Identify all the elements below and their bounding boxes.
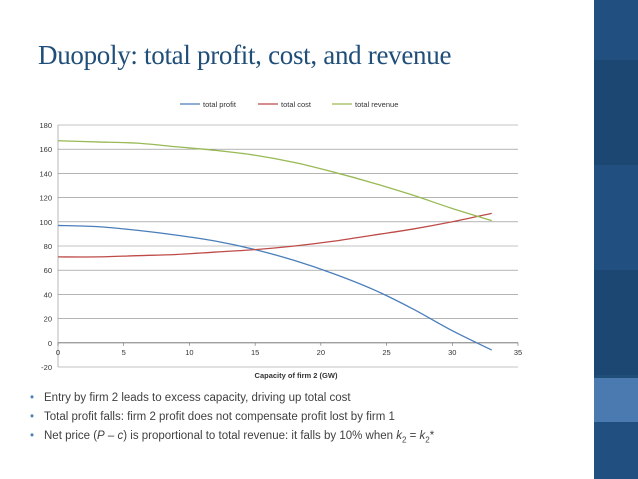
legend-label: total revenue [355,100,398,109]
bullet-equals: = [406,430,420,442]
bullet-text-prefix: Net price ( [44,430,98,442]
bullet-var-k: k [396,430,402,442]
legend-label: total cost [281,100,312,109]
bullet-text-middle: ) is proportional to total revenue: it f… [123,430,397,442]
x-axis-title: Capacity of firm 2 (GW) [255,371,338,380]
bullet-dot-icon: • [30,430,35,442]
y-tick-label: 180 [39,121,52,130]
series-line-total-revenue [57,140,492,222]
x-tick-label: 35 [514,348,522,357]
bullet-dash: – [104,430,118,442]
bullet-dot-icon: • [30,392,35,404]
x-tick-label: 5 [122,348,126,357]
bullet-var-k: k [419,430,426,442]
y-tick-label: 40 [44,290,52,299]
bullet-var-p: P [97,430,105,442]
y-tick-label: 20 [44,315,52,324]
line-chart: -20 0 20 40 60 80 100 120 140 160 180 0 5 10 15 20 25 30 3… [39,100,522,380]
side-tile [594,165,638,270]
series-line-total-profit [57,224,492,351]
y-tick-label: 120 [39,194,52,203]
x-tick-label: 15 [251,348,259,357]
slide-title: Duopoly: total profit, cost, and revenue [38,40,452,70]
y-tick-label: 0 [48,339,52,348]
side-tile [594,60,638,165]
bullet-item: • Net price (P – c) is proportional to to… [30,427,590,446]
side-tile [594,422,638,479]
bullet-item: • Entry by firm 2 leads to excess capacit… [30,389,590,408]
bullet-subscript: 2 [401,435,407,445]
side-tile [594,0,638,60]
y-tick-label: 160 [39,145,52,154]
x-tick-label: 25 [382,348,390,357]
bullet-star: * [429,430,435,442]
series-line-total-cost [57,212,492,258]
bullet-text: Total profit falls: firm 2 profit does n… [44,411,395,423]
side-decoration-band [594,0,638,479]
y-tick-label: 60 [44,266,52,275]
side-tile-highlight [594,378,638,422]
side-tile [594,270,638,375]
bullet-list: • Entry by firm 2 leads to excess capacit… [30,389,590,446]
legend-label: total profit [203,100,237,109]
x-tick-label: 20 [317,348,325,357]
y-tick-label: -20 [41,363,52,372]
y-tick-label: 140 [39,169,52,178]
bullet-subscript: 2 [425,435,430,445]
y-tick-label: 100 [39,218,52,227]
x-tick-label: 10 [185,348,193,357]
bullet-var-c: c [117,430,124,442]
bullet-dot-icon: • [30,411,35,423]
y-tick-label: 80 [44,242,52,251]
bullet-item: • Total profit falls: firm 2 profit does … [30,408,590,427]
x-tick-label: 30 [448,348,456,357]
bullet-text: Entry by firm 2 leads to excess capacity… [44,392,351,404]
x-tick-label: 0 [56,348,60,357]
